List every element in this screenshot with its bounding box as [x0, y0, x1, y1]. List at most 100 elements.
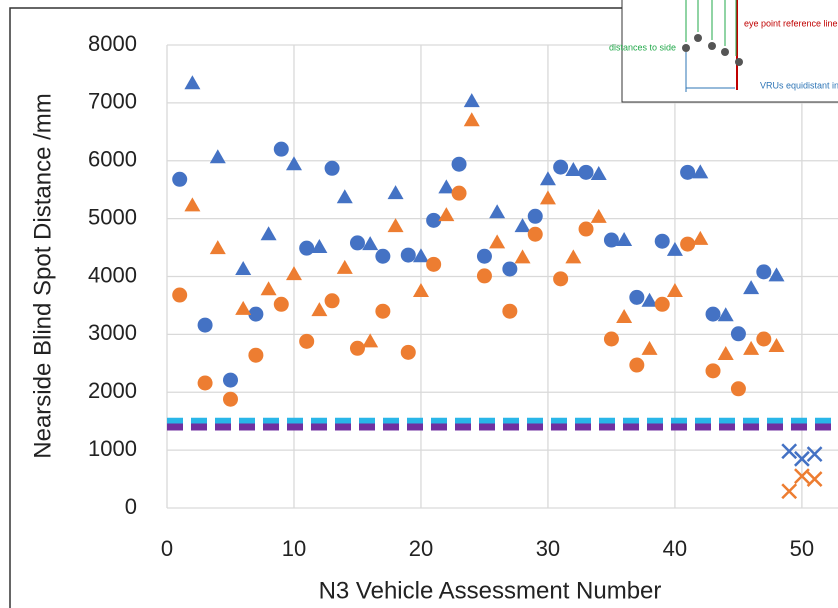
point: [489, 204, 506, 219]
point: [692, 230, 709, 245]
point: [705, 363, 721, 379]
point: [248, 306, 264, 322]
point: [781, 483, 798, 500]
point: [705, 306, 721, 322]
point: [387, 218, 404, 233]
point: [362, 236, 379, 251]
point: [603, 331, 619, 347]
point: [273, 296, 289, 312]
x-tick-label: 0: [161, 536, 173, 561]
point: [514, 218, 531, 233]
point: [222, 372, 238, 388]
point: [527, 208, 543, 224]
inset-label: VRUs equidistant in front of eye point: [760, 80, 838, 90]
point: [197, 317, 213, 333]
point: [781, 443, 798, 460]
point: [641, 340, 658, 355]
point: [387, 185, 404, 200]
point: [311, 238, 328, 253]
point: [248, 347, 264, 363]
point: [603, 232, 619, 248]
point: [641, 292, 658, 307]
y-tick-label: 1000: [88, 436, 137, 461]
point: [502, 303, 518, 319]
point: [375, 303, 391, 319]
point: [349, 235, 365, 251]
point: [412, 282, 429, 297]
point: [489, 234, 506, 249]
point: [666, 241, 683, 256]
point: [336, 259, 353, 274]
point: [451, 185, 467, 201]
point: [463, 93, 480, 108]
point: [311, 302, 328, 317]
x-tick-label: 30: [536, 536, 560, 561]
point: [527, 226, 543, 242]
point: [412, 248, 429, 263]
point: [553, 159, 569, 175]
point: [590, 208, 607, 223]
point: [730, 381, 746, 397]
x-axis-title: N3 Vehicle Assessment Number: [319, 577, 662, 604]
point: [680, 236, 696, 252]
point: [299, 333, 315, 349]
point: [629, 357, 645, 373]
point: [349, 340, 365, 356]
point: [273, 141, 289, 157]
point: [680, 164, 696, 180]
point: [324, 293, 340, 309]
point: [451, 156, 467, 172]
inset-label: eye point reference line: [744, 18, 838, 28]
point: [654, 233, 670, 249]
y-tick-label: 8000: [88, 31, 137, 56]
point: [565, 162, 582, 177]
point: [438, 207, 455, 222]
point: [768, 337, 785, 352]
point: [539, 171, 556, 186]
point: [222, 391, 238, 407]
point: [235, 260, 252, 275]
point: [375, 248, 391, 264]
point: [260, 226, 277, 241]
inset-label: distances to side: [609, 42, 676, 52]
point: [184, 197, 201, 212]
point: [553, 271, 569, 287]
inset-arrows: [685, 0, 737, 56]
point: [362, 333, 379, 348]
point: [717, 307, 734, 322]
point: [426, 256, 442, 272]
point: [578, 221, 594, 237]
point: [285, 156, 302, 171]
point: [209, 149, 226, 164]
point: [172, 171, 188, 187]
point: [806, 471, 823, 487]
inset: distances to side eye point reference li…: [609, 0, 838, 103]
point: [299, 240, 315, 256]
point: [794, 450, 810, 467]
point: [400, 247, 416, 263]
point: [565, 249, 582, 264]
point: [336, 189, 353, 204]
point: [476, 268, 492, 284]
point: [502, 261, 518, 277]
point: [743, 280, 760, 295]
point: [590, 166, 607, 181]
point: [324, 160, 340, 176]
x-tick-label: 50: [790, 536, 814, 561]
y-tick-label: 0: [125, 494, 137, 519]
x-tick-label: 40: [663, 536, 687, 561]
point: [578, 164, 594, 180]
point: [692, 164, 709, 179]
point: [756, 264, 772, 280]
point: [400, 344, 416, 360]
point: [426, 212, 442, 228]
y-tick-label: 5000: [88, 204, 137, 229]
point: [717, 346, 734, 361]
point: [629, 289, 645, 305]
point: [172, 287, 188, 303]
y-tick-label: 6000: [88, 147, 137, 172]
point: [666, 282, 683, 297]
point: [463, 112, 480, 127]
